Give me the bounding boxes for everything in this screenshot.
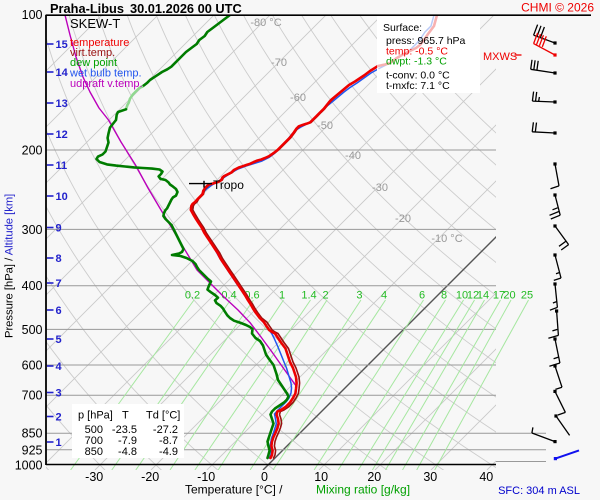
svg-text:4: 4: [56, 361, 63, 373]
svg-text:Temperature [°C] /: Temperature [°C] /: [185, 483, 283, 497]
svg-text:8: 8: [56, 253, 62, 265]
svg-text:temp: -0.5 °C: temp: -0.5 °C: [386, 46, 448, 58]
svg-text:-50: -50: [317, 120, 333, 132]
svg-text:-7.9: -7.9: [118, 435, 137, 447]
svg-text:-4.9: -4.9: [159, 446, 178, 458]
svg-text:-80 °C: -80 °C: [250, 17, 281, 29]
svg-text:t-conv: 0.0 °C: t-conv: 0.0 °C: [386, 70, 450, 82]
svg-text:500: 500: [85, 424, 103, 436]
svg-text:8: 8: [441, 290, 447, 302]
svg-text:2: 2: [322, 290, 328, 302]
svg-text:11: 11: [56, 160, 68, 172]
svg-text:SFC: 304 m ASL: SFC: 304 m ASL: [498, 485, 580, 497]
svg-text:Praha-Libus: Praha-Libus: [50, 1, 124, 16]
svg-text:MXWS: MXWS: [483, 51, 517, 63]
svg-text:300: 300: [22, 223, 43, 237]
svg-text:dwpt: -1.3 °C: dwpt: -1.3 °C: [386, 56, 447, 68]
svg-text:400: 400: [22, 279, 43, 293]
svg-text:SKEW-T: SKEW-T: [70, 16, 120, 31]
svg-text:0: 0: [261, 470, 268, 484]
svg-text:6: 6: [56, 305, 62, 317]
svg-text:5: 5: [56, 334, 62, 346]
svg-text:30.01.2026 00 UTC: 30.01.2026 00 UTC: [130, 1, 242, 16]
svg-text:600: 600: [22, 359, 43, 373]
svg-text:17: 17: [493, 290, 505, 302]
svg-text:14: 14: [56, 67, 69, 79]
svg-text:2: 2: [56, 412, 62, 424]
svg-text:12: 12: [467, 290, 479, 302]
svg-text:-8.7: -8.7: [159, 435, 178, 447]
svg-text:Mixing ratio [g/kg]: Mixing ratio [g/kg]: [316, 483, 410, 497]
svg-text:700: 700: [85, 435, 103, 447]
svg-text:udpraft v.temp.: udpraft v.temp.: [70, 78, 143, 90]
svg-text:850: 850: [85, 446, 103, 458]
svg-text:0.4: 0.4: [221, 290, 236, 302]
svg-text:-40: -40: [345, 150, 361, 162]
svg-text:-60: -60: [290, 92, 306, 104]
svg-text:4: 4: [381, 290, 387, 302]
svg-text:-27.2: -27.2: [153, 424, 178, 436]
svg-text:temperature: temperature: [70, 37, 129, 49]
svg-text:25: 25: [521, 290, 533, 302]
svg-text:7: 7: [56, 278, 62, 290]
svg-text:wet bulb temp.: wet bulb temp.: [69, 68, 142, 80]
svg-text:-4.8: -4.8: [118, 446, 137, 458]
svg-text:30: 30: [423, 470, 437, 484]
svg-text:Surface:: Surface:: [383, 22, 422, 34]
svg-text:p [hPa]: p [hPa]: [78, 410, 113, 422]
svg-text:CHMI © 2026: CHMI © 2026: [521, 1, 594, 15]
svg-text:-70: -70: [271, 57, 287, 69]
svg-text:10: 10: [56, 191, 68, 203]
svg-text:9: 9: [56, 223, 62, 235]
svg-text:-20: -20: [395, 213, 411, 225]
svg-text:Pressure [hPa] / Altitude [km]: Pressure [hPa] / Altitude [km]: [4, 194, 16, 338]
svg-text:-10 °C: -10 °C: [431, 233, 462, 245]
svg-text:0.2: 0.2: [185, 290, 200, 302]
svg-text:850: 850: [22, 427, 43, 441]
svg-text:6: 6: [419, 290, 425, 302]
svg-text:Td [°C]: Td [°C]: [146, 410, 180, 422]
svg-text:10: 10: [314, 470, 328, 484]
svg-text:1.4: 1.4: [301, 290, 316, 302]
svg-text:press: 965.7 hPa: press: 965.7 hPa: [386, 35, 466, 47]
svg-text:20: 20: [503, 290, 515, 302]
svg-text:dew point: dew point: [70, 57, 117, 69]
svg-text:-30: -30: [85, 470, 103, 484]
svg-text:20: 20: [367, 470, 381, 484]
svg-text:-10: -10: [197, 470, 215, 484]
svg-text:700: 700: [22, 389, 43, 403]
svg-text:40: 40: [479, 470, 493, 484]
svg-text:100: 100: [22, 8, 43, 22]
svg-text:500: 500: [22, 323, 43, 337]
svg-text:1: 1: [279, 290, 285, 302]
svg-text:925: 925: [22, 443, 43, 457]
svg-text:T: T: [122, 410, 129, 422]
svg-text:-20: -20: [141, 470, 159, 484]
svg-text:3: 3: [56, 388, 62, 400]
svg-text:10: 10: [456, 290, 468, 302]
svg-text:virt.temp.: virt.temp.: [70, 47, 115, 59]
svg-text:200: 200: [22, 144, 43, 158]
svg-text:15: 15: [56, 39, 68, 51]
svg-text:3: 3: [356, 290, 362, 302]
svg-text:-23.5: -23.5: [112, 424, 137, 436]
svg-text:13: 13: [56, 98, 68, 110]
svg-text:12: 12: [56, 129, 68, 141]
svg-text:1: 1: [56, 437, 62, 449]
svg-text:14: 14: [477, 290, 489, 302]
svg-text:Tropo: Tropo: [213, 178, 244, 192]
svg-text:1000: 1000: [15, 459, 43, 473]
svg-text:-30: -30: [372, 182, 388, 194]
svg-text:t-mxfc: 7.1 °C: t-mxfc: 7.1 °C: [386, 80, 450, 92]
